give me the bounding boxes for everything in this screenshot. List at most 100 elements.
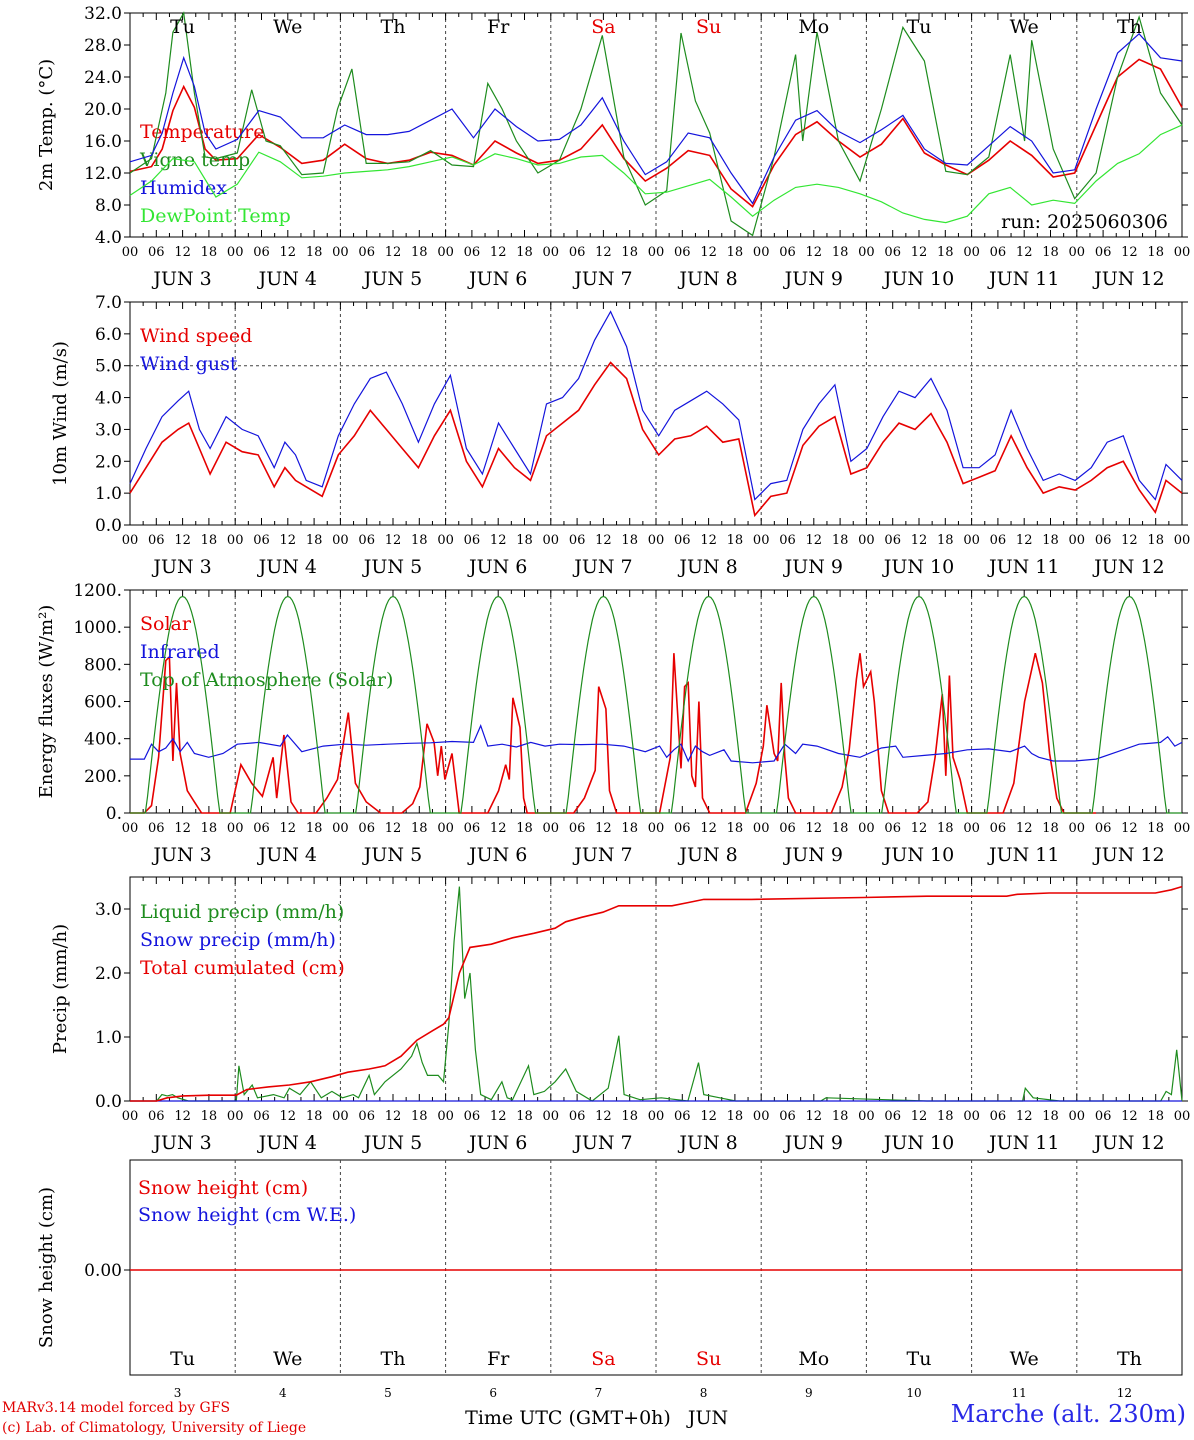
hour-tick-label: 12 — [911, 821, 928, 836]
weekday-label: Th — [1117, 16, 1142, 38]
hour-tick-label: 12 — [806, 245, 823, 260]
hour-tick-label: 00 — [437, 821, 454, 836]
y-tick-label: 6.0 — [95, 325, 122, 345]
hour-tick-label: 00 — [332, 821, 349, 836]
y-tick-label: 600. — [84, 693, 122, 713]
hour-tick-label: 00 — [1069, 821, 1086, 836]
y-tick-label: 20.0 — [84, 100, 122, 120]
hour-tick-label: 18 — [306, 821, 323, 836]
hour-tick-label: 06 — [253, 1109, 270, 1124]
hour-tick-label: 00 — [437, 1109, 454, 1124]
date-label: JUN 5 — [362, 844, 422, 866]
hour-tick-label: 06 — [253, 245, 270, 260]
hour-tick-label: 18 — [306, 533, 323, 548]
date-label: JUN 11 — [987, 1132, 1059, 1154]
y-tick-label: 16.0 — [84, 132, 122, 152]
y-axis-title: Precip (mm/h) — [50, 924, 71, 1054]
hour-tick-label: 00 — [227, 821, 244, 836]
hour-tick-label: 12 — [1016, 245, 1033, 260]
hour-tick-label: 12 — [806, 1109, 823, 1124]
series-line-humidex — [129, 32, 1183, 205]
y-tick-label: 7.0 — [95, 293, 122, 313]
hour-tick-label: 06 — [464, 533, 481, 548]
hour-tick-label: 00 — [227, 533, 244, 548]
hour-tick-label: 06 — [674, 533, 691, 548]
hour-tick-label: 12 — [174, 245, 191, 260]
y-tick-label: 2.0 — [95, 964, 122, 984]
hour-tick-label: 00 — [753, 1109, 770, 1124]
hour-tick-label: 18 — [306, 1109, 323, 1124]
hour-tick-label: 18 — [727, 821, 744, 836]
date-label: JUN 6 — [467, 844, 527, 866]
weekday-label: Mo — [798, 16, 829, 38]
date-label: JUN 12 — [1092, 1132, 1164, 1154]
legend-entry: Snow height (cm W.E.) — [138, 1204, 356, 1226]
hour-tick-label: 06 — [569, 245, 586, 260]
hour-tick-label: 00 — [122, 821, 139, 836]
hour-tick-label: 00 — [858, 245, 875, 260]
hour-tick-label: 12 — [490, 533, 507, 548]
hour-tick-label: 18 — [201, 821, 218, 836]
date-label: JUN 6 — [467, 268, 527, 290]
panel-3: 0. 200. 400. 600. 800. 1000. 1200. Energy fluxe… — [36, 581, 1190, 866]
credit-model: MARv3.14 model forced by GFS — [2, 1400, 231, 1416]
day-number-label: 11 — [1012, 1386, 1027, 1400]
weekday-label: We — [273, 1348, 302, 1370]
hour-tick-label: 12 — [490, 245, 507, 260]
legend-entry: Vigne temp — [139, 149, 250, 171]
hour-tick-label: 00 — [858, 533, 875, 548]
weekday-label: Su — [696, 1348, 721, 1370]
date-label: JUN 8 — [677, 556, 737, 578]
hour-tick-label: 18 — [621, 533, 638, 548]
day-number-label: 8 — [700, 1386, 708, 1400]
hour-tick-label: 12 — [280, 1109, 297, 1124]
hour-tick-label: 18 — [937, 533, 954, 548]
hour-tick-label: 00 — [332, 533, 349, 548]
hour-tick-label: 00 — [227, 1109, 244, 1124]
weekday-label: Fr — [487, 16, 510, 38]
y-axis-title: Energy fluxes (W/m²) — [36, 605, 57, 799]
hour-tick-label: 18 — [201, 245, 218, 260]
hour-tick-label: 18 — [516, 245, 533, 260]
date-label: JUN 8 — [677, 844, 737, 866]
hour-tick-label: 18 — [1042, 245, 1059, 260]
date-label: JUN 11 — [987, 556, 1059, 578]
hour-tick-label: 06 — [1095, 821, 1112, 836]
hour-tick-label: 00 — [753, 821, 770, 836]
day-number-label: 6 — [489, 1386, 497, 1400]
hour-tick-label: 06 — [779, 1109, 796, 1124]
hour-tick-label: 00 — [1069, 533, 1086, 548]
weekday-label: Su — [696, 16, 721, 38]
hour-tick-label: 06 — [674, 245, 691, 260]
weekday-label: Tu — [170, 16, 195, 38]
date-label: JUN 10 — [882, 844, 954, 866]
weekday-label: Sa — [591, 16, 615, 38]
hour-tick-label: 06 — [569, 821, 586, 836]
hour-tick-label: 12 — [595, 245, 612, 260]
y-tick-label: 32.0 — [84, 4, 122, 24]
hour-tick-label: 00 — [858, 821, 875, 836]
hour-tick-label: 12 — [595, 821, 612, 836]
y-tick-label: 200. — [84, 767, 122, 787]
hour-tick-label: 06 — [779, 821, 796, 836]
y-tick-label: 2.0 — [95, 452, 122, 472]
hour-tick-label: 06 — [253, 533, 270, 548]
hour-tick-label: 06 — [1095, 1109, 1112, 1124]
hour-tick-label: 00 — [963, 821, 980, 836]
hour-tick-label: 12 — [490, 821, 507, 836]
y-tick-label: 8.0 — [95, 196, 122, 216]
hour-tick-label: 12 — [911, 245, 928, 260]
hour-tick-label: 06 — [358, 245, 375, 260]
weekday-label: Mo — [798, 1348, 829, 1370]
hour-tick-label: 06 — [464, 1109, 481, 1124]
date-label: JUN 7 — [572, 844, 632, 866]
date-label: JUN 12 — [1092, 556, 1164, 578]
date-label: JUN 4 — [257, 844, 317, 866]
legend-entry: Snow height (cm) — [138, 1177, 308, 1199]
hour-tick-label: 00 — [963, 533, 980, 548]
hour-tick-label: 12 — [1016, 1109, 1033, 1124]
hour-tick-label: 18 — [1042, 533, 1059, 548]
hour-tick-label: 06 — [1095, 533, 1112, 548]
date-label: JUN 11 — [987, 268, 1059, 290]
